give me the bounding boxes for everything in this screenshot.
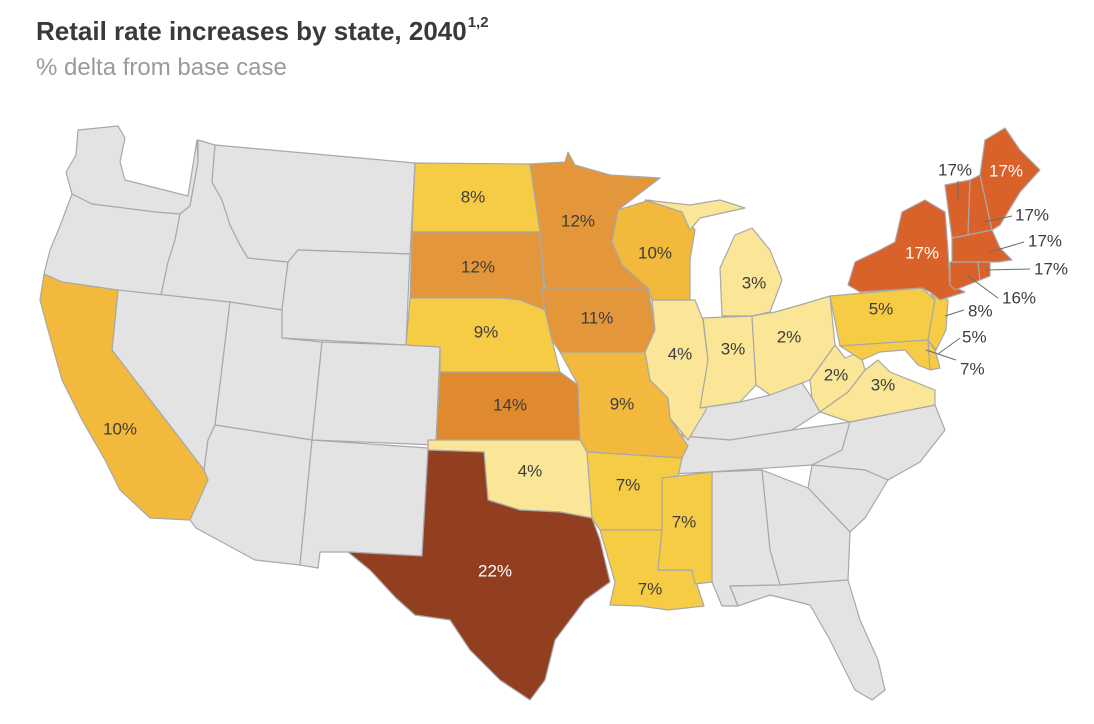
state-labels: 8% 12% 12% 10% 3% 9% 11% 4% 3% 2% 5% 10%… xyxy=(103,161,1023,598)
state-ME[interactable] xyxy=(979,127,1041,231)
label-IN: 3% xyxy=(721,339,746,358)
label-AR: 7% xyxy=(616,475,641,494)
label-CA: 10% xyxy=(103,419,137,438)
state-NM[interactable] xyxy=(299,439,429,569)
label-MI: 3% xyxy=(742,273,767,292)
state-WY[interactable] xyxy=(281,249,411,346)
label-WV: 2% xyxy=(824,365,849,384)
leader-NJ xyxy=(944,309,965,317)
leader-RI xyxy=(985,268,1031,271)
chart-title-text: Retail rate increases by state, 2040 xyxy=(36,16,467,46)
state-NJ[interactable] xyxy=(927,291,949,351)
state-NE[interactable] xyxy=(405,297,561,373)
label-PA: 5% xyxy=(869,299,894,318)
state-FL[interactable] xyxy=(729,579,886,701)
label-NY: 17% xyxy=(905,243,939,262)
state-AZ[interactable] xyxy=(189,424,313,566)
label-MS: 7% xyxy=(672,512,697,531)
label-VA: 3% xyxy=(871,375,896,394)
state-RI[interactable] xyxy=(977,261,991,281)
state-CT[interactable] xyxy=(949,261,981,291)
label-TX: 22% xyxy=(478,561,512,580)
label-CT: 16% xyxy=(1002,288,1036,307)
label-RI: 17% xyxy=(1034,259,1068,278)
label-VT: 17% xyxy=(938,160,972,179)
label-NJ: 8% xyxy=(968,301,993,320)
label-ME: 17% xyxy=(989,161,1023,180)
label-IA: 11% xyxy=(581,308,614,327)
label-OK: 4% xyxy=(518,461,543,480)
label-NE: 9% xyxy=(474,322,499,341)
label-NH: 17% xyxy=(1015,205,1049,224)
label-MA: 17% xyxy=(1028,231,1062,250)
label-WI: 10% xyxy=(638,243,672,262)
label-LA: 7% xyxy=(638,579,663,598)
state-VA[interactable] xyxy=(819,359,936,423)
label-KS: 14% xyxy=(493,395,527,414)
chart-title: Retail rate increases by state, 20401,2 xyxy=(36,14,489,47)
label-DE: 5% xyxy=(962,327,987,346)
state-TX[interactable] xyxy=(347,449,611,701)
label-ND: 8% xyxy=(461,187,486,206)
state-CA[interactable] xyxy=(39,273,209,521)
label-OH: 2% xyxy=(777,327,802,346)
label-SD: 12% xyxy=(461,257,495,276)
state-MT[interactable] xyxy=(211,144,416,263)
state-MS[interactable] xyxy=(657,471,713,585)
label-MD: 7% xyxy=(960,359,985,378)
no-data-states xyxy=(43,125,946,701)
leader-NH xyxy=(983,215,1013,223)
callout-labels: 17% 17% 17% 17% 16% 8% 5% 7% xyxy=(925,160,1068,378)
label-MN: 12% xyxy=(561,211,595,230)
title-footnote-marker: 1,2 xyxy=(467,14,489,31)
leader-MD xyxy=(925,349,957,361)
label-IL: 4% xyxy=(668,344,693,363)
label-MO: 9% xyxy=(610,394,635,413)
leader-MA xyxy=(989,241,1025,253)
leader-CT xyxy=(967,275,999,299)
chart-subtitle: % delta from base case xyxy=(36,54,287,81)
state-IL[interactable] xyxy=(644,299,709,441)
leader-DE xyxy=(937,337,961,355)
data-states xyxy=(39,127,1041,701)
state-IN[interactable] xyxy=(699,315,757,409)
state-CO[interactable] xyxy=(311,341,441,446)
